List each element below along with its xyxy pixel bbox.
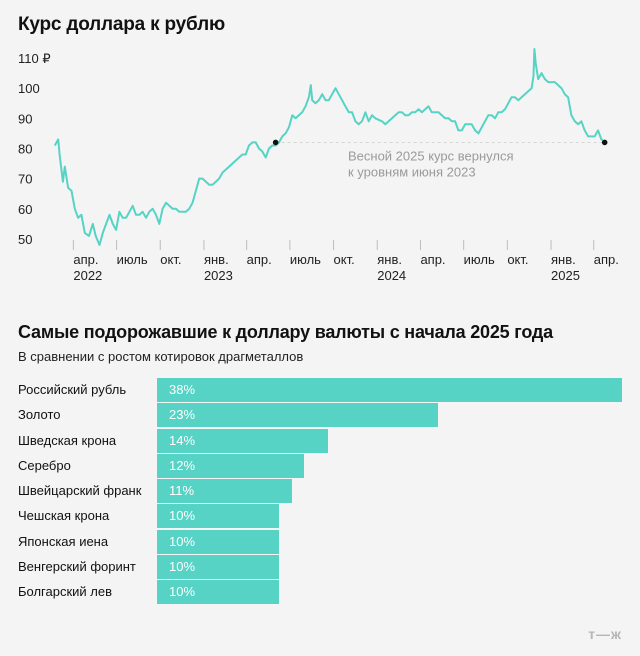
bar-row: Золото 23% (0, 403, 640, 428)
bar-value-label: 23% (169, 407, 196, 423)
x-tick-year: 2023 (204, 268, 233, 283)
x-tick-label: янв. (551, 252, 576, 267)
bar: 11% (157, 479, 292, 504)
bar-chart-title: Самые подорожавшие к доллару валюты с на… (18, 322, 553, 342)
bar-row: Российский рубль 38% (0, 378, 640, 403)
y-tick-label: 90 (18, 111, 32, 126)
tzh-logo: т—ж (588, 626, 622, 642)
bar-value-label: 11% (169, 483, 195, 499)
x-tick-label: июль (464, 252, 495, 267)
y-tick-label: 70 (18, 172, 32, 187)
y-tick-label: 80 (18, 141, 32, 156)
bar: 10% (157, 504, 280, 529)
bar-category-label: Чешская крона (18, 508, 110, 524)
bar-category-label: Венгерский форинт (18, 559, 136, 575)
point-marker (272, 139, 279, 146)
x-tick-label: окт. (334, 252, 355, 267)
bar-value-label: 10% (169, 559, 196, 575)
bar: 10% (157, 555, 280, 580)
x-tick-label: июль (290, 252, 321, 267)
x-tick-label: янв. (204, 252, 229, 267)
bar: 10% (157, 580, 280, 605)
annotation-text: Весной 2025 курс вернулся к уровням июня … (348, 148, 513, 179)
x-tick-label: апр. (247, 252, 272, 267)
currency-bar-chart: Российский рубль 38% Золото 23% Шведская кро… (0, 378, 640, 606)
bar-value-label: 12% (169, 457, 196, 473)
line-chart-title: Курс доллара к рублю (18, 14, 225, 35)
bar-category-label: Японская иена (18, 533, 109, 549)
bar-value-label: 14% (169, 432, 196, 448)
x-tick-label: янв. (377, 252, 402, 267)
bar-category-label: Серебро (18, 457, 71, 473)
bar: 10% (157, 529, 280, 554)
x-tick-label: окт. (507, 252, 528, 267)
bar: 12% (157, 453, 304, 478)
bar-row: Серебро 12% (0, 453, 640, 479)
y-tick-label: 100 (18, 81, 40, 96)
bar: 14% (157, 428, 329, 453)
bar-value-label: 38% (169, 382, 196, 397)
bar-chart-subtitle: В сравнении с ростом котировок драгметал… (18, 349, 304, 364)
bar-row: Болгарский лев 10% (0, 580, 640, 605)
bar-category-label: Болгарский лев (18, 584, 113, 600)
bar-row: Чешская крона 10% (0, 504, 640, 529)
bar-category-label: Золото (18, 407, 61, 423)
usd-rub-series-line (53, 48, 606, 246)
x-tick-label: апр. (594, 252, 619, 267)
x-tick-label: окт. (160, 252, 181, 267)
annotation-line: Весной 2025 курс вернулся (348, 148, 513, 163)
bar-row: Японская иена 10% (0, 529, 640, 555)
bar-row: Шведская крона 14% (0, 428, 640, 454)
bar-value-label: 10% (169, 584, 196, 600)
x-tick-label: апр. (420, 252, 445, 267)
bar: 38% (157, 378, 622, 402)
y-tick-label: 50 (18, 232, 32, 247)
bar-row: Швейцарский франк 11% (0, 479, 640, 504)
point-marker (601, 139, 608, 146)
bar-category-label: Российский рубль (18, 382, 127, 397)
bar-category-label: Швейцарский франк (18, 483, 142, 499)
x-tick-year: 2025 (551, 268, 580, 283)
x-tick-label: апр. (73, 252, 98, 267)
x-tick-year: 2024 (377, 268, 406, 283)
y-tick-label: 60 (18, 202, 32, 217)
x-tick-label: июль (117, 252, 148, 267)
bar: 23% (157, 403, 439, 428)
annotation-line: к уровням июня 2023 (348, 164, 476, 179)
bar-value-label: 10% (169, 508, 196, 524)
bar-category-label: Шведская крона (18, 432, 117, 448)
y-tick-label: 110 ₽ (18, 51, 51, 66)
bar-value-label: 10% (169, 533, 196, 549)
x-tick-year: 2022 (73, 268, 102, 283)
bar-row: Венгерский форинт 10% (0, 555, 640, 580)
